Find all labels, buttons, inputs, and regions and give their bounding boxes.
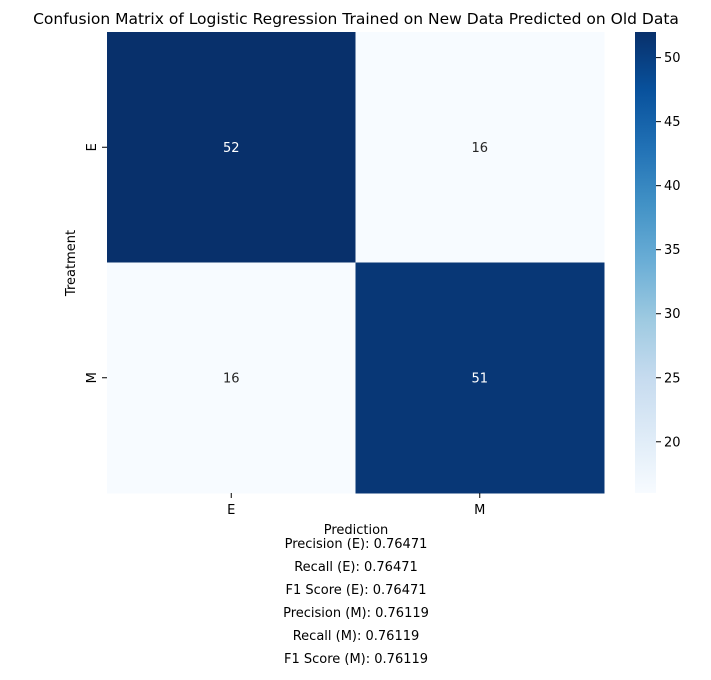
metric-f1-e: F1 Score (E): 0.76471 (285, 583, 427, 598)
colorbar-tick-label: 20 (664, 435, 681, 450)
colorbar-tick-label: 25 (664, 371, 681, 386)
confusion-matrix-chart: Confusion Matrix of Logistic Regression … (33, 10, 681, 535)
colorbar-tick-label: 45 (664, 115, 681, 130)
cell-value-label: 51 (471, 371, 488, 386)
heatmap-cell (355, 262, 605, 494)
metric-recall-e: Recall (E): 0.76471 (294, 560, 418, 575)
metric-precision-m: Precision (M): 0.76119 (283, 606, 429, 621)
metrics-block: Precision (E): 0.76471 Recall (E): 0.764… (107, 537, 605, 675)
x-tick-label: M (474, 503, 485, 518)
y-axis-label: Treatment (64, 230, 79, 297)
colorbar (635, 32, 656, 493)
colorbar-tick-label: 50 (664, 51, 681, 66)
x-tick-label: E (227, 503, 235, 518)
metric-precision-e: Precision (E): 0.76471 (284, 537, 428, 552)
y-tick-label: M (85, 372, 100, 383)
metric-f1-m: F1 Score (M): 0.76119 (283, 652, 429, 667)
heatmap-cell (355, 32, 605, 263)
chart-title: Confusion Matrix of Logistic Regression … (33, 10, 679, 28)
colorbar-tick-label: 35 (664, 243, 681, 258)
heatmap-cell (107, 32, 356, 263)
cell-value-label: 52 (223, 141, 240, 156)
y-tick-label: E (85, 143, 100, 151)
cell-value-label: 16 (223, 371, 240, 386)
colorbar-tick-label: 40 (664, 179, 681, 194)
cell-value-label: 16 (471, 141, 488, 156)
heatmap-cell (107, 262, 356, 494)
metric-recall-m: Recall (M): 0.76119 (292, 629, 420, 644)
colorbar-tick-label: 30 (664, 307, 681, 322)
x-axis-label: Prediction (324, 523, 389, 535)
